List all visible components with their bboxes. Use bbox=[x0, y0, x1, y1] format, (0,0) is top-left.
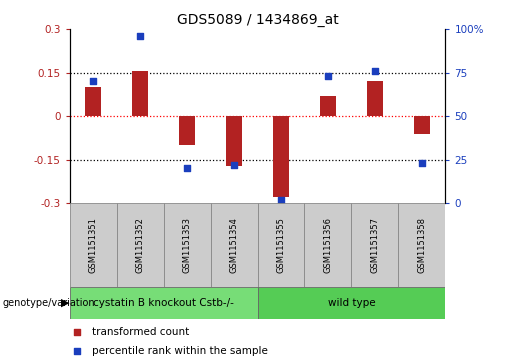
Point bbox=[183, 166, 191, 171]
Point bbox=[371, 68, 379, 74]
Text: wild type: wild type bbox=[328, 298, 375, 308]
Bar bbox=[132, 71, 148, 116]
Bar bbox=[352, 203, 399, 287]
Point bbox=[73, 329, 81, 335]
Text: GSM1151354: GSM1151354 bbox=[230, 217, 238, 273]
Text: percentile rank within the sample: percentile rank within the sample bbox=[92, 346, 268, 356]
Bar bbox=[70, 203, 116, 287]
Point bbox=[73, 348, 81, 354]
Bar bbox=[226, 116, 242, 166]
Text: GSM1151357: GSM1151357 bbox=[370, 217, 380, 273]
Bar bbox=[399, 203, 445, 287]
Bar bbox=[367, 81, 383, 116]
Bar bbox=[179, 116, 195, 145]
Bar bbox=[273, 116, 289, 197]
Point bbox=[324, 73, 332, 79]
Title: GDS5089 / 1434869_at: GDS5089 / 1434869_at bbox=[177, 13, 338, 26]
Bar bbox=[320, 96, 336, 116]
Point bbox=[418, 160, 426, 166]
Bar bbox=[414, 116, 430, 134]
Text: GSM1151358: GSM1151358 bbox=[418, 217, 426, 273]
Bar bbox=[70, 287, 258, 319]
Point bbox=[277, 197, 285, 203]
Text: cystatin B knockout Cstb-/-: cystatin B knockout Cstb-/- bbox=[93, 298, 234, 308]
Point bbox=[89, 78, 97, 84]
Bar bbox=[164, 203, 211, 287]
Bar bbox=[211, 203, 258, 287]
Text: GSM1151351: GSM1151351 bbox=[89, 217, 97, 273]
Bar bbox=[304, 203, 352, 287]
Bar bbox=[258, 287, 445, 319]
Text: GSM1151352: GSM1151352 bbox=[135, 217, 145, 273]
Bar bbox=[258, 203, 304, 287]
Text: genotype/variation: genotype/variation bbox=[3, 298, 95, 308]
Bar bbox=[85, 87, 101, 116]
Text: GSM1151355: GSM1151355 bbox=[277, 217, 285, 273]
Text: GSM1151353: GSM1151353 bbox=[182, 217, 192, 273]
Point bbox=[230, 162, 238, 168]
Point bbox=[136, 33, 144, 39]
Bar bbox=[116, 203, 164, 287]
Text: GSM1151356: GSM1151356 bbox=[323, 217, 333, 273]
Text: ▶: ▶ bbox=[61, 298, 70, 308]
Text: transformed count: transformed count bbox=[92, 327, 190, 337]
